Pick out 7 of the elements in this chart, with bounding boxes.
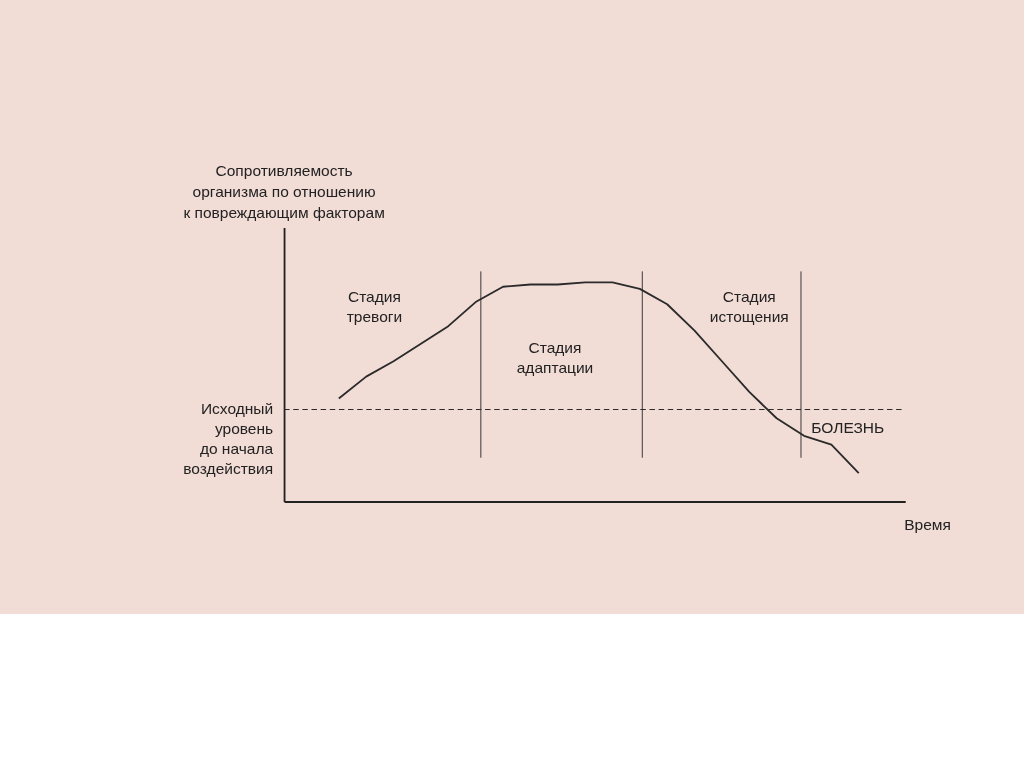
ref-line-label: Исходный уровень до начала воздействия [183,400,274,478]
y-axis-title: Сопротивляемость организма по отношению к повреждающим факторам [183,162,385,222]
x-axis-title: Время [904,515,951,533]
annotation: Стадия истощения [709,288,789,326]
annotation: Стадия тревоги [346,288,403,326]
annotation: БОЛЕЗНЬ [811,418,885,436]
annotation: Стадия адаптации [516,338,594,376]
